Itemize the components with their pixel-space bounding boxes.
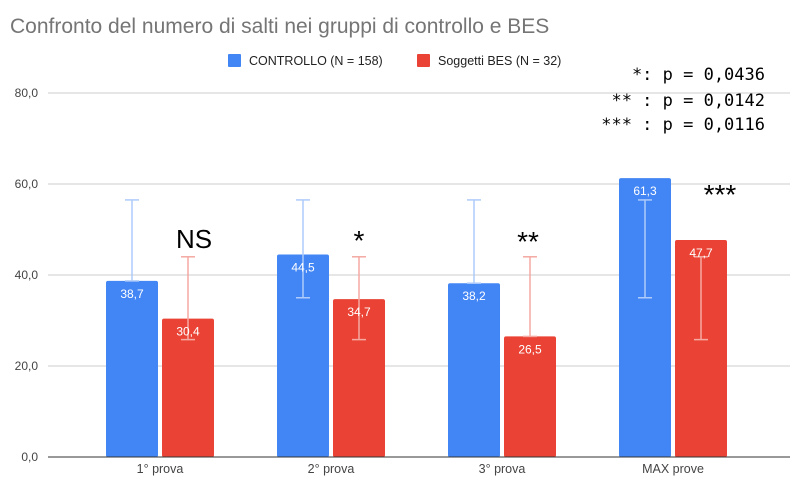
x-tick-label-1: 2° prova <box>308 462 355 476</box>
significance-mark-0: NS <box>176 224 212 254</box>
bar-series0-2 <box>448 283 500 457</box>
bar-series1-2 <box>504 336 556 457</box>
data-label-series1-0: 30,4 <box>176 325 200 339</box>
legend-label-controllo: CONTROLLO (N = 158) <box>249 54 383 68</box>
bar-series1-3 <box>675 239 727 457</box>
bar-series1-0 <box>162 318 214 457</box>
y-tick-label-0: 0,0 <box>21 450 38 464</box>
data-labels: 38,7 44,5 38,2 61,3 30,4 34,7 26,5 47,7 <box>120 184 713 356</box>
significance-mark-1: * <box>354 225 365 256</box>
y-tick-label-1: 20,0 <box>15 359 39 373</box>
significance-mark-2: ** <box>517 226 539 257</box>
p-value-line-1: *: p = 0,0436 <box>632 65 765 85</box>
p-value-line-2: ** : p = 0,0142 <box>611 91 765 111</box>
x-tick-label-2: 3° prova <box>479 462 526 476</box>
p-value-line-3: *** : p = 0,0116 <box>601 115 765 135</box>
y-tick-label-3: 60,0 <box>15 177 39 191</box>
error-bars <box>125 199 708 341</box>
bar-series0-3 <box>619 178 671 457</box>
significance-marks: NS * ***** <box>176 179 737 257</box>
bar-series0-0 <box>106 280 158 457</box>
y-tick-label-4: 80,0 <box>15 86 39 100</box>
data-label-series1-2: 26,5 <box>518 342 542 356</box>
p-value-annotations: *: p = 0,0436 ** : p = 0,0142 *** : p = … <box>601 65 765 135</box>
bar-series1-1 <box>333 299 385 457</box>
x-tick-label-3: MAX prove <box>642 462 704 476</box>
data-label-series0-2: 38,2 <box>462 289 486 303</box>
data-label-series0-0: 38,7 <box>120 287 144 301</box>
x-axis-ticks: 1° prova 2° prova 3° prova MAX prove <box>137 462 704 476</box>
y-axis-ticks: 0,0 20,0 40,0 60,0 80,0 <box>15 86 39 464</box>
chart-title: Confronto del numero di salti nei gruppi… <box>10 15 549 38</box>
y-tick-label-2: 40,0 <box>15 268 39 282</box>
legend-label-bes: Soggetti BES (N = 32) <box>438 54 561 68</box>
data-label-series1-3: 47,7 <box>689 246 713 260</box>
legend-swatch-bes <box>417 54 430 67</box>
bar-series0-1 <box>277 254 329 457</box>
significance-mark-3: *** <box>704 179 737 210</box>
data-label-series0-1: 44,5 <box>291 261 315 275</box>
bars <box>106 178 727 457</box>
x-tick-label-0: 1° prova <box>137 462 184 476</box>
legend-swatch-controllo <box>228 54 241 67</box>
data-label-series0-3: 61,3 <box>633 184 657 198</box>
data-label-series1-1: 34,7 <box>347 305 371 319</box>
legend[interactable]: CONTROLLO (N = 158) Soggetti BES (N = 32… <box>228 54 561 68</box>
